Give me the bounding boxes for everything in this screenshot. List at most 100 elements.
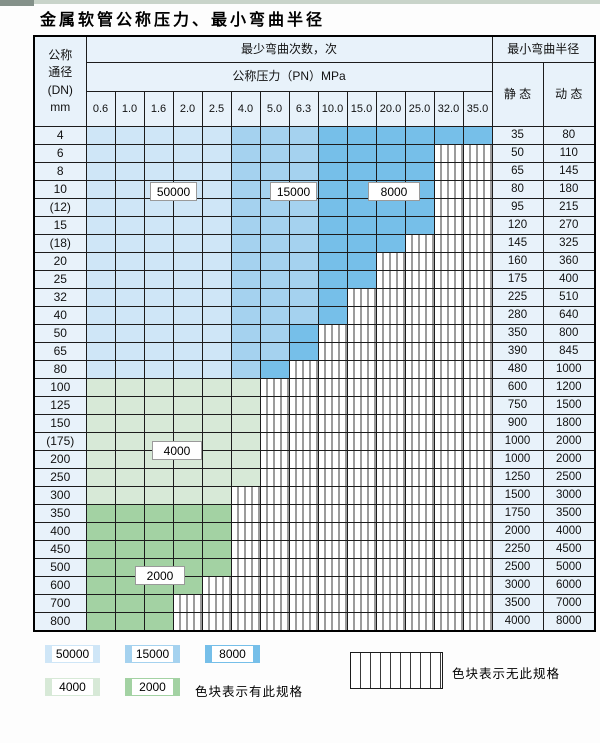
no-spec-cell xyxy=(433,216,464,235)
spec-cell xyxy=(201,432,232,451)
spec-cell xyxy=(114,594,145,613)
dn-cell: 10 xyxy=(33,180,87,199)
no-spec-cell xyxy=(433,180,464,199)
no-spec-cell xyxy=(404,540,435,559)
spec-cell xyxy=(114,162,145,181)
dn-column-header: 公称 通径 (DN) mm xyxy=(33,35,87,127)
static-radius-cell: 4000 xyxy=(491,612,544,631)
spec-cell xyxy=(346,144,377,163)
no-spec-cell xyxy=(288,396,319,415)
static-radius-cell: 1500 xyxy=(491,486,544,505)
dynamic-radius-cell: 5000 xyxy=(542,558,596,577)
dn-cell: 600 xyxy=(33,576,87,595)
spec-cell xyxy=(172,504,203,523)
spec-cell xyxy=(201,252,232,271)
static-radius-cell: 280 xyxy=(491,306,544,325)
static-radius-cell: 35 xyxy=(491,126,544,145)
static-radius-cell: 2250 xyxy=(491,540,544,559)
dynamic-radius-cell: 360 xyxy=(542,252,596,271)
spec-cell xyxy=(201,324,232,343)
no-spec-cell xyxy=(433,306,464,325)
no-spec-cell xyxy=(375,288,406,307)
spec-cell xyxy=(114,288,145,307)
static-radius-cell: 3500 xyxy=(491,594,544,613)
spec-cell xyxy=(346,216,377,235)
static-radius-cell: 750 xyxy=(491,396,544,415)
no-spec-cell xyxy=(462,612,493,631)
dynamic-radius-cell: 110 xyxy=(542,144,596,163)
spec-cell xyxy=(288,306,319,325)
no-spec-cell xyxy=(462,144,493,163)
spec-cell xyxy=(230,180,261,199)
spec-cell xyxy=(85,414,116,433)
dn-cell: 150 xyxy=(33,414,87,433)
spec-cell xyxy=(259,342,290,361)
no-spec-cell xyxy=(346,558,377,577)
table-row: (12) 95 215 xyxy=(33,198,596,217)
no-spec-cell xyxy=(433,252,464,271)
spec-cell xyxy=(201,306,232,325)
no-spec-cell xyxy=(433,612,464,631)
spec-cell xyxy=(143,594,174,613)
spec-cell xyxy=(143,306,174,325)
no-spec-cell xyxy=(259,468,290,487)
legend-value: 4000 xyxy=(52,679,93,695)
zone-label-2000: 2000 xyxy=(135,566,185,585)
spec-cell xyxy=(85,234,116,253)
spec-cell xyxy=(201,396,232,415)
no-spec-cell xyxy=(404,234,435,253)
spec-cell xyxy=(230,360,261,379)
pressure-value-header: 32.0 xyxy=(433,91,464,127)
no-spec-cell xyxy=(433,144,464,163)
page-top-edge-mark xyxy=(0,0,34,6)
pressure-value-header: 0.6 xyxy=(85,91,116,127)
no-spec-cell xyxy=(317,540,348,559)
no-spec-cell xyxy=(346,540,377,559)
spec-cell xyxy=(85,324,116,343)
no-spec-cell xyxy=(375,252,406,271)
spec-cell xyxy=(288,270,319,289)
spec-cell xyxy=(143,144,174,163)
spec-cell xyxy=(143,378,174,397)
no-spec-cell xyxy=(259,594,290,613)
no-spec-cell xyxy=(346,396,377,415)
no-spec-cell xyxy=(317,360,348,379)
no-spec-cell xyxy=(288,504,319,523)
no-spec-cell xyxy=(462,468,493,487)
spec-cell xyxy=(230,378,261,397)
no-spec-cell xyxy=(346,342,377,361)
no-spec-cell xyxy=(433,198,464,217)
no-spec-cell xyxy=(433,486,464,505)
spec-cell xyxy=(288,252,319,271)
spec-cell xyxy=(288,144,319,163)
pressure-value-header: 2.5 xyxy=(201,91,232,127)
spec-cell xyxy=(114,468,145,487)
spec-cell xyxy=(143,252,174,271)
no-spec-cell xyxy=(433,540,464,559)
no-spec-cell xyxy=(375,378,406,397)
spec-cell xyxy=(85,576,116,595)
dn-cell: (12) xyxy=(33,198,87,217)
no-spec-cell xyxy=(462,270,493,289)
dn-cell: 20 xyxy=(33,252,87,271)
no-spec-cell xyxy=(404,522,435,541)
spec-cell xyxy=(85,162,116,181)
no-spec-cell xyxy=(375,612,406,631)
dn-cell: 350 xyxy=(33,504,87,523)
dn-cell: (175) xyxy=(33,432,87,451)
no-spec-cell xyxy=(172,612,203,631)
dn-cell: 40 xyxy=(33,306,87,325)
spec-cell xyxy=(404,216,435,235)
zone-label-50000: 50000 xyxy=(150,182,197,201)
dynamic-radius-cell: 80 xyxy=(542,126,596,145)
no-spec-cell xyxy=(375,558,406,577)
no-spec-cell xyxy=(346,414,377,433)
no-spec-cell xyxy=(259,540,290,559)
zone-label-4000: 4000 xyxy=(152,441,202,460)
spec-cell xyxy=(172,162,203,181)
no-spec-cell xyxy=(404,342,435,361)
pressure-value-header: 2.0 xyxy=(172,91,203,127)
no-spec-cell xyxy=(288,576,319,595)
no-spec-cell xyxy=(230,558,261,577)
no-spec-cell xyxy=(433,450,464,469)
